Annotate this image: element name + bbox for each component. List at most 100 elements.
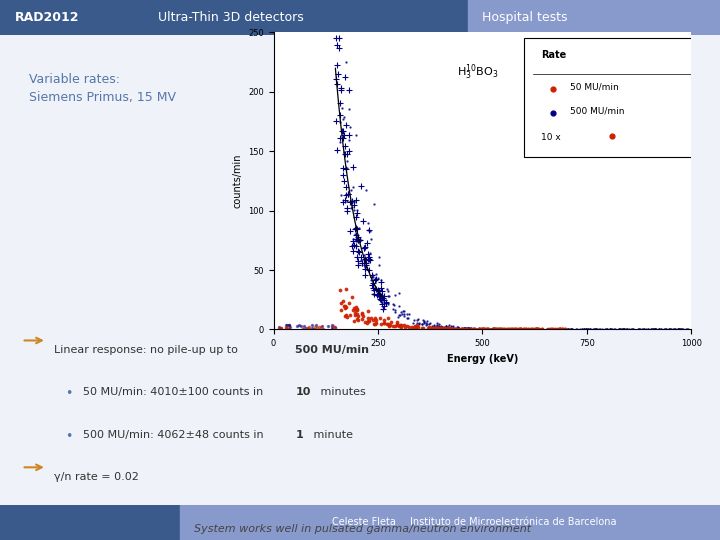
Point bbox=[521, 325, 533, 334]
Point bbox=[460, 325, 472, 333]
Point bbox=[274, 324, 285, 333]
Point bbox=[484, 325, 495, 333]
Point bbox=[336, 306, 347, 315]
Point bbox=[536, 325, 548, 334]
Point bbox=[428, 324, 440, 333]
Point bbox=[541, 325, 553, 334]
Point bbox=[549, 325, 560, 334]
Text: H$_3^{10}$BO$_3$: H$_3^{10}$BO$_3$ bbox=[457, 62, 499, 82]
Point bbox=[516, 325, 528, 334]
Point bbox=[528, 325, 540, 334]
Point bbox=[459, 323, 471, 332]
Point bbox=[418, 318, 429, 327]
Point bbox=[341, 196, 353, 205]
Point bbox=[326, 325, 338, 333]
Point bbox=[378, 319, 390, 328]
Point bbox=[403, 309, 415, 318]
Point bbox=[378, 292, 390, 301]
Point bbox=[338, 114, 349, 123]
Point bbox=[311, 323, 323, 332]
Point bbox=[633, 325, 644, 334]
Point bbox=[380, 298, 392, 306]
Point bbox=[401, 321, 413, 330]
Text: minutes: minutes bbox=[317, 388, 366, 397]
Point bbox=[541, 325, 552, 334]
Point bbox=[577, 325, 588, 334]
Point bbox=[366, 271, 378, 279]
Point bbox=[402, 309, 413, 318]
Point bbox=[384, 292, 395, 300]
Point bbox=[353, 260, 364, 269]
Point bbox=[464, 325, 476, 333]
Point bbox=[618, 325, 629, 334]
Point bbox=[649, 325, 661, 334]
Point bbox=[413, 315, 424, 323]
Point bbox=[510, 325, 521, 334]
Point bbox=[526, 325, 538, 334]
Point bbox=[618, 325, 629, 334]
Point bbox=[446, 325, 458, 333]
Point bbox=[336, 86, 347, 94]
Point bbox=[333, 33, 345, 42]
Point bbox=[482, 325, 494, 334]
Point bbox=[567, 325, 578, 334]
Point bbox=[382, 314, 394, 322]
Point bbox=[426, 323, 437, 332]
Point bbox=[364, 249, 375, 258]
Point bbox=[510, 325, 521, 334]
Point bbox=[378, 316, 390, 325]
Point bbox=[514, 325, 526, 334]
Point bbox=[408, 319, 419, 328]
Point bbox=[584, 325, 595, 334]
Point bbox=[498, 325, 510, 334]
Point bbox=[421, 320, 433, 328]
Point bbox=[431, 319, 442, 327]
Point bbox=[580, 325, 592, 334]
Point bbox=[374, 287, 385, 295]
Point bbox=[413, 320, 425, 328]
Point bbox=[446, 322, 458, 331]
Point bbox=[555, 325, 567, 334]
Point bbox=[347, 242, 359, 251]
Point bbox=[395, 308, 407, 316]
Point bbox=[531, 325, 542, 334]
Point bbox=[382, 300, 394, 309]
Point bbox=[390, 308, 401, 316]
Point bbox=[341, 164, 353, 173]
Point bbox=[546, 325, 558, 334]
Point bbox=[557, 325, 568, 334]
Point bbox=[610, 325, 621, 334]
Point bbox=[347, 306, 359, 314]
Point bbox=[421, 316, 433, 325]
Point bbox=[369, 276, 381, 285]
Point bbox=[317, 321, 328, 330]
Point bbox=[518, 325, 530, 334]
Point bbox=[636, 325, 648, 334]
Point bbox=[375, 296, 387, 305]
Point bbox=[351, 213, 362, 221]
Point bbox=[338, 198, 349, 206]
Point bbox=[446, 324, 457, 333]
Point bbox=[547, 325, 559, 334]
Point bbox=[436, 322, 448, 331]
Point bbox=[361, 319, 372, 327]
Point bbox=[581, 325, 593, 334]
Point bbox=[517, 325, 528, 334]
Point bbox=[395, 322, 407, 331]
Point bbox=[302, 323, 313, 332]
Point bbox=[494, 325, 505, 334]
Point bbox=[341, 204, 353, 212]
Point bbox=[411, 316, 423, 325]
Point bbox=[422, 324, 433, 333]
Point bbox=[353, 233, 364, 241]
Point bbox=[628, 325, 639, 334]
Point bbox=[416, 320, 428, 328]
Point bbox=[366, 273, 377, 281]
Text: 1: 1 bbox=[295, 430, 303, 440]
Point bbox=[303, 323, 315, 332]
Point bbox=[545, 325, 557, 334]
Point bbox=[367, 315, 379, 324]
Point bbox=[345, 123, 356, 131]
Text: RAD2012: RAD2012 bbox=[14, 11, 79, 24]
Point bbox=[275, 323, 287, 332]
